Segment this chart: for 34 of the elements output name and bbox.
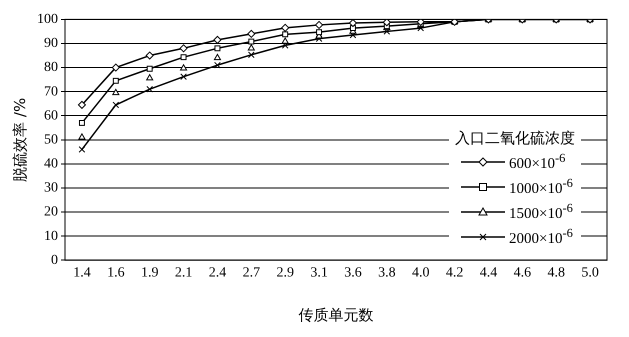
y-tick-label: 30 [44, 180, 58, 196]
x-tick-label: 1.4 [73, 265, 91, 280]
y-tick-label: 80 [44, 60, 58, 76]
x-tick-label: 3.8 [378, 265, 396, 280]
x-axis-title: 传质单元数 [298, 306, 374, 324]
x-tick-label: 2.4 [208, 265, 226, 280]
y-axis-title: 脱硫效率 /% [10, 98, 29, 182]
legend-label: 600×10$^{-6}$ [509, 150, 566, 174]
x-tick-label: 2.1 [174, 265, 192, 280]
legend-label: 1500×10$^{-6}$ [509, 200, 573, 224]
x-tick-label: 4.2 [446, 265, 464, 280]
x-tick-label: 1.6 [107, 265, 125, 280]
legend-label: 2000×10$^{-6}$ [509, 225, 573, 249]
x-tick-label: 2.7 [242, 265, 260, 280]
x-tick-label: 3.1 [310, 265, 328, 280]
y-tick-label: 40 [44, 156, 58, 172]
y-tick-label: 90 [44, 36, 58, 52]
x-tick-label: 2.9 [276, 265, 294, 280]
y-tick-label: 20 [44, 204, 58, 220]
y-tick-label: 100 [37, 12, 58, 28]
x-tick-label: 4.4 [480, 265, 498, 280]
x-tick-label: 4.0 [412, 265, 430, 280]
x-tick-label: 4.8 [547, 265, 565, 280]
legend-label: 1000×10$^{-6}$ [509, 175, 573, 199]
y-tick-label: 10 [44, 228, 58, 244]
x-tick-label: 4.6 [514, 265, 532, 280]
legend-title: 入口二氧化硫浓度 [455, 129, 575, 148]
y-tick-label: 70 [44, 84, 58, 100]
y-tick-label: 0 [51, 252, 58, 268]
y-tick-label: 60 [44, 108, 58, 124]
y-tick-label: 50 [44, 132, 58, 148]
x-tick-label: 1.9 [140, 265, 158, 280]
x-tick-label: 3.6 [344, 265, 362, 280]
x-tick-label: 5.0 [581, 265, 599, 280]
